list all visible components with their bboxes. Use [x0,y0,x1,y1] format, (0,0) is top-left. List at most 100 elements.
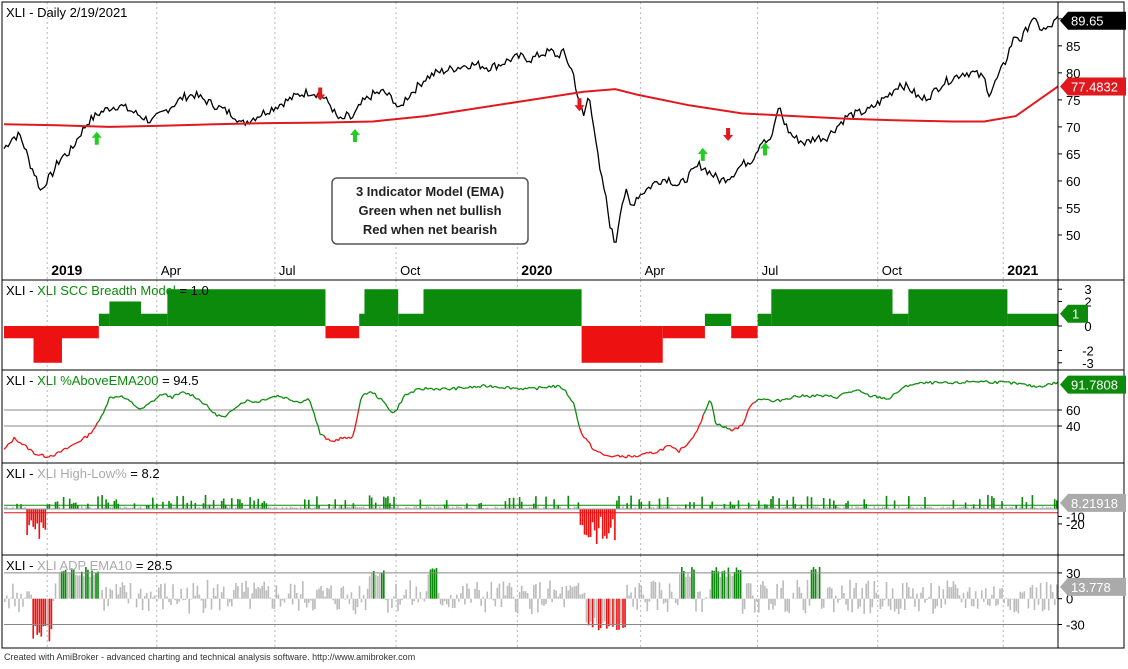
histogram-bar [612,509,614,519]
histogram-bar [411,599,413,605]
histogram-bar [478,504,480,510]
histogram-bar [1015,599,1017,612]
histogram-bar [156,599,158,601]
title-part: XLI - [6,558,37,573]
histogram-bar [507,586,509,599]
histogram-bar [614,599,616,624]
histogram-bar [375,503,377,509]
histogram-bar [231,498,233,509]
histogram-bar [566,586,568,599]
histogram-bar [509,583,511,599]
histogram-bar [553,590,555,599]
histogram-bar [128,599,130,604]
histogram-bar [987,495,989,509]
histogram-bar [667,599,669,612]
breadth-bar [1007,314,1058,326]
pct-above-segment [261,399,263,400]
histogram-bar [247,587,249,598]
pane-title-hist: XLI - XLI ADP EMA10 = 28.5 [6,558,172,573]
histogram-bar [819,567,821,599]
pane-title-price: XLI - Daily 2/19/2021 [6,5,127,20]
breadth-bar [908,289,1007,326]
histogram-bar [638,499,640,509]
histogram-bar [395,584,397,599]
histogram-bar [505,595,507,598]
pct-above-segment [525,388,527,389]
histogram-bar [454,599,456,608]
histogram-bar [620,599,622,623]
histogram-bar [770,499,772,509]
pct-above-segment [762,399,764,400]
histogram-bar [977,599,979,609]
histogram-bar [109,589,111,599]
histogram-bar [580,509,582,525]
histogram-bar [807,496,809,509]
histogram-bar [965,599,967,608]
breadth-bar [398,314,423,326]
histogram-bar [793,497,795,509]
histogram-bar [665,599,667,603]
histogram-bar [932,599,934,614]
histogram-bar [799,587,801,599]
histogram-bar [45,599,47,626]
histogram-bar [263,582,265,599]
pct-above-segment [557,385,559,386]
histogram-bar [28,591,30,598]
histogram-bar [97,572,99,599]
histogram-bar [65,570,67,599]
pct-above-segment [764,399,766,400]
pane-title-pct-above: XLI - XLI %AboveEMA200 = 94.5 [6,373,199,388]
pct-above-segment [203,404,205,405]
histogram-bar [576,586,578,599]
histogram-bar [1038,599,1040,605]
pct-above-segment [912,384,914,385]
histogram-bar [661,590,663,599]
histogram-bar [118,504,120,509]
histogram-bar [815,569,817,599]
histogram-bar [476,582,478,599]
histogram-bar [545,599,547,604]
histogram-bar [148,599,150,611]
histogram-bar [663,599,665,604]
histogram-bar [170,503,172,509]
histogram-bar [766,588,768,598]
histogram-bar [847,599,849,611]
histogram-bar [39,599,41,633]
histogram-bar [18,599,20,612]
y-tick-label: 60 [1066,403,1080,418]
histogram-bar [26,591,28,598]
pct-above-segment [272,396,274,397]
pct-above-segment [1042,387,1044,388]
histogram-bar [778,498,780,509]
histogram-bar [322,591,324,599]
histogram-bar [795,504,797,509]
histogram-bar [243,592,245,599]
histogram-bar [855,583,857,599]
histogram-bar [241,583,243,599]
histogram-bar [914,599,916,607]
histogram-bar [1054,599,1056,605]
histogram-bar [624,599,626,628]
histogram-bar [353,503,355,509]
x-axis-label: Oct [400,263,421,278]
histogram-bar [730,574,732,599]
histogram-bar [36,509,38,524]
histogram-bar [154,596,156,599]
histogram-bar [709,589,711,598]
pct-above-segment [140,408,142,409]
histogram-bar [144,596,146,599]
histogram-bar [752,596,754,599]
histogram-bar [740,570,742,599]
y-tick-label: -3 [1082,356,1094,371]
title-part: XLI High-Low% [37,466,127,481]
histogram-bar [588,599,590,626]
histogram-bar [191,599,193,600]
pct-above-segment [1020,383,1022,384]
last-value-badge-text: 8.21918 [1071,496,1118,511]
histogram-bar [347,595,349,599]
histogram-bar [488,598,490,599]
histogram-bar [377,576,379,599]
histogram-bar [553,499,555,509]
pct-above-segment [896,392,898,393]
